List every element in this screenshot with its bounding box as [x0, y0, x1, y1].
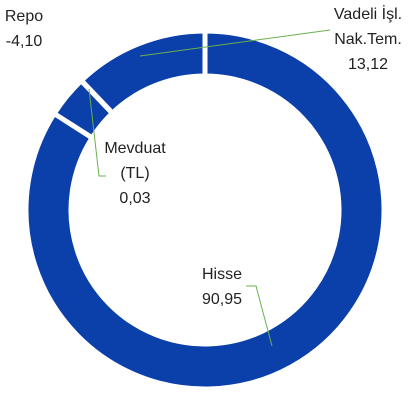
leader-line [246, 285, 273, 347]
value-label: 13,12 [347, 56, 389, 73]
leader-line [88, 88, 106, 177]
data-label: Vadeli İşl. Nak.Tem. 13,12 [326, 2, 410, 77]
category-label: Hisse [201, 266, 242, 283]
category-label: Mevduat (TL) [104, 140, 166, 182]
value-label: 0,03 [119, 190, 151, 207]
category-label: Repo [4, 8, 44, 25]
data-label: Repo -4,10 [0, 4, 54, 54]
leader-line [139, 29, 331, 57]
data-label: Hisse 90,95 [160, 262, 284, 312]
value-label: 90,95 [201, 291, 243, 308]
value-label: -4,10 [5, 33, 43, 50]
donut-slice [23, 28, 387, 392]
data-label: Mevduat (TL) 0,03 [95, 136, 175, 211]
donut-slice [77, 28, 208, 117]
category-label: Vadeli İşl. Nak.Tem. [333, 6, 403, 48]
